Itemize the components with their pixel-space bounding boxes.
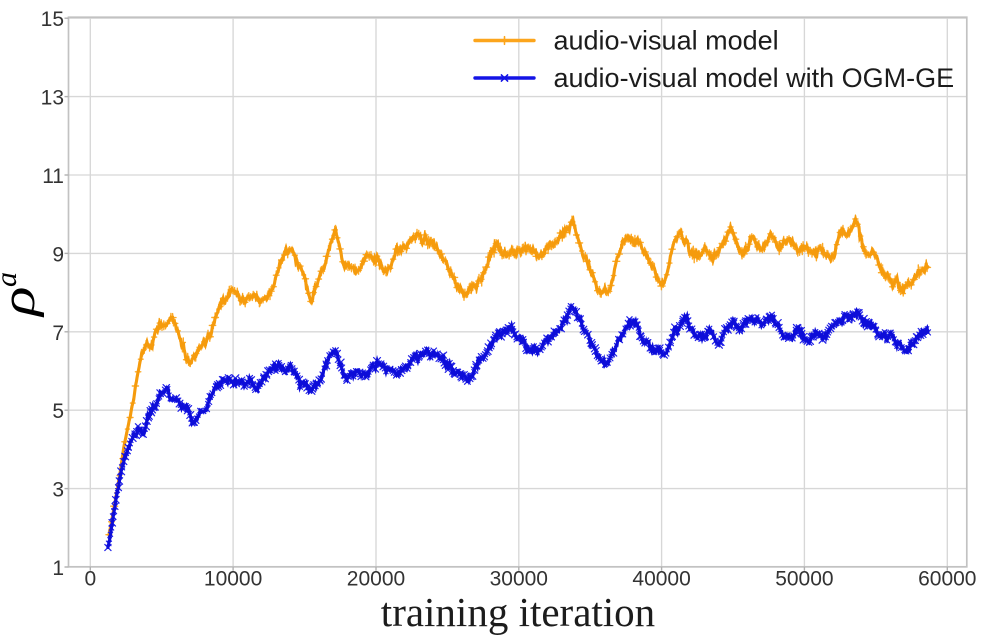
svg-text:3: 3 bbox=[52, 479, 64, 502]
svg-text:training iteration: training iteration bbox=[381, 589, 655, 635]
svg-text:9: 9 bbox=[52, 243, 64, 266]
svg-text:60000: 60000 bbox=[918, 568, 976, 591]
svg-text:5: 5 bbox=[52, 400, 64, 423]
svg-text:20000: 20000 bbox=[347, 568, 405, 591]
svg-text:a: a bbox=[0, 272, 23, 287]
svg-text:0: 0 bbox=[84, 568, 96, 591]
svg-text:50000: 50000 bbox=[775, 568, 833, 591]
svg-text:40000: 40000 bbox=[632, 568, 690, 591]
svg-text:15: 15 bbox=[41, 8, 64, 31]
svg-text:1: 1 bbox=[52, 557, 64, 580]
svg-text:7: 7 bbox=[52, 322, 64, 345]
svg-text:10000: 10000 bbox=[204, 568, 262, 591]
svg-text:30000: 30000 bbox=[490, 568, 548, 591]
svg-text:ρ: ρ bbox=[0, 287, 44, 319]
svg-text:audio-visual model with OGM-GE: audio-visual model with OGM-GE bbox=[554, 63, 955, 93]
svg-text:13: 13 bbox=[41, 87, 64, 110]
svg-text:11: 11 bbox=[42, 165, 64, 188]
svg-text:audio-visual model: audio-visual model bbox=[554, 26, 779, 56]
